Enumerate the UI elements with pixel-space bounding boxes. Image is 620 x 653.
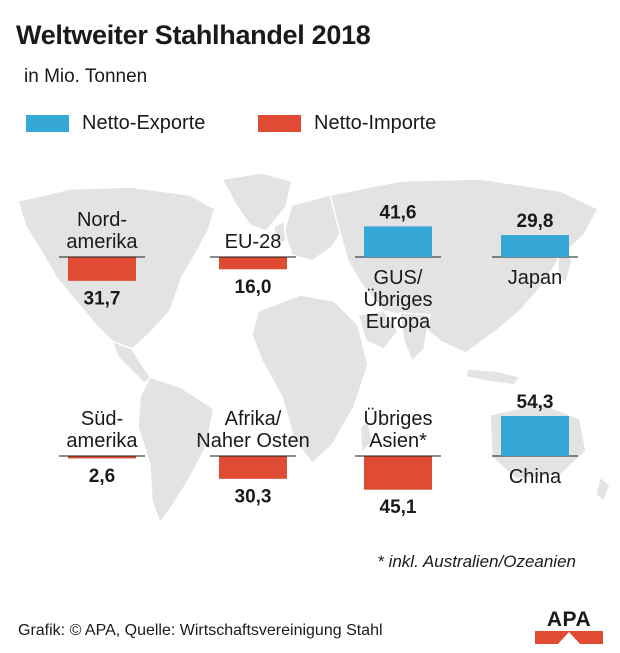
legend-swatch-imports (258, 115, 301, 132)
source-credit: Grafik: © APA, Quelle: Wirtschaftsverein… (18, 622, 383, 639)
region-8-name-label-1: China (509, 466, 562, 488)
chart-subtitle: in Mio. Tonnen (24, 66, 148, 87)
region-2-name-label-1: EU-28 (225, 231, 282, 253)
region-1-value-label: 31,7 (84, 288, 121, 309)
region-8-bar (501, 416, 569, 456)
region-8-value-label: 54,3 (517, 392, 554, 413)
legend-label-exports: Netto-Exporte (82, 112, 206, 134)
region-4-value-label: 29,8 (517, 211, 554, 232)
region-3-bar (364, 226, 432, 257)
region-7-name-label-2: Asien* (369, 430, 427, 452)
legend-item-imports: Netto-Importe (258, 112, 436, 135)
region-6-name-label-1: Afrika/ (225, 408, 282, 430)
region-3-name-label-3: Europa (366, 311, 431, 333)
region-6-value-label: 30,3 (235, 486, 272, 507)
legend-swatch-exports (26, 115, 69, 132)
footnote: * inkl. Australien/Ozeanien (377, 552, 576, 571)
apa-logo-text: APA (546, 608, 592, 631)
region-3-name-label-1: GUS/ (374, 267, 423, 289)
region-6-name-label-2: Naher Osten (196, 430, 309, 452)
region-4-bar (501, 235, 569, 257)
region-1-name-label-2: amerika (66, 231, 138, 253)
region-6-bar (219, 456, 287, 479)
region-7-bar (364, 456, 432, 490)
region-7-name-label-1: Übriges (364, 408, 433, 430)
legend-item-exports: Netto-Exporte (26, 112, 205, 135)
apa-logo-mark (535, 631, 603, 644)
region-5-name-label-2: amerika (66, 430, 138, 452)
region-2-value-label: 16,0 (235, 277, 272, 298)
region-1-bar (68, 257, 136, 281)
region-1-name-label-1: Nord- (77, 209, 127, 231)
chart-title: Weltweiter Stahlhandel 2018 (16, 20, 371, 50)
legend: Netto-Exporte Netto-Importe (26, 112, 486, 138)
apa-logo: APA (533, 608, 605, 644)
region-5-value-label: 2,6 (89, 466, 115, 487)
region-5-bar (68, 456, 136, 459)
region-2-bar (219, 257, 287, 270)
region-5-name-label-1: Süd- (81, 408, 123, 430)
region-7-value-label: 45,1 (380, 497, 417, 518)
region-3-name-label-2: Übriges (364, 289, 433, 311)
region-3-value-label: 41,6 (380, 202, 417, 223)
legend-label-imports: Netto-Importe (314, 112, 437, 134)
region-4-name-label-1: Japan (508, 267, 563, 289)
